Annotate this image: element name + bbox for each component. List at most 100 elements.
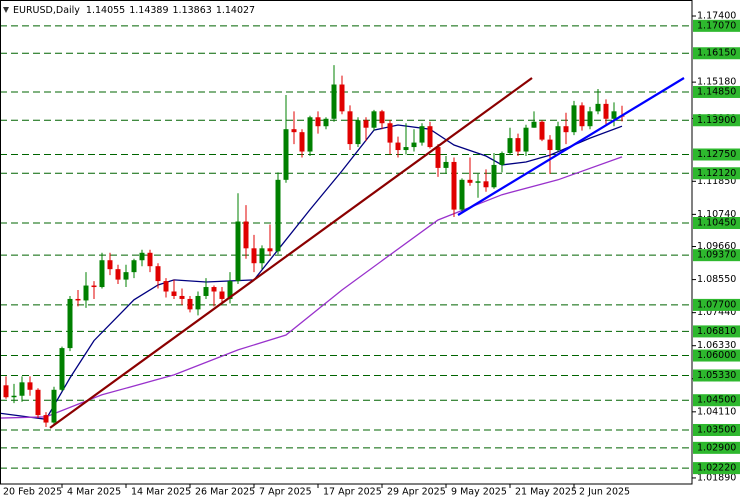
level-label: 1.09370	[697, 250, 736, 261]
level-label-box	[693, 19, 740, 32]
candle-body	[475, 181, 481, 183]
candle-body	[251, 248, 257, 264]
candle-body	[443, 161, 449, 168]
candle-body	[419, 126, 425, 143]
candle-body	[99, 260, 105, 288]
candle-body	[515, 138, 521, 152]
candle-body	[11, 395, 17, 398]
plot-area	[0, 25, 692, 469]
level-label: 1.17070	[697, 20, 736, 31]
level-label-box	[693, 423, 740, 436]
level-label: 1.13900	[697, 115, 736, 126]
level-label: 1.10450	[697, 218, 736, 229]
y-tick-label: 1.07440	[697, 307, 736, 318]
high-value: 1.14389	[129, 5, 168, 16]
candle-body	[579, 105, 585, 127]
x-tick-label: 26 Mar 2025	[195, 487, 255, 498]
candle-body	[227, 281, 233, 299]
x-tick-label: 7 Apr 2025	[259, 487, 312, 498]
candle-body	[27, 382, 33, 390]
candle-body	[555, 126, 561, 151]
x-tick-label: 20 Feb 2025	[3, 487, 62, 498]
level-label: 1.14850	[697, 86, 736, 97]
level-label-box	[693, 462, 740, 475]
candle-body	[531, 121, 537, 128]
candle-body	[43, 415, 49, 423]
candle-body	[331, 84, 337, 119]
chart-header: EURUSD,Daily 1.14055 1.14389 1.13863 1.14027	[13, 5, 255, 16]
level-label: 1.06810	[697, 326, 736, 337]
candle-body	[267, 248, 273, 252]
level-label: 1.05330	[697, 370, 736, 381]
level-label-box	[693, 114, 740, 127]
candle-body	[163, 281, 169, 292]
candle-body	[235, 221, 241, 282]
candle-body	[83, 285, 89, 301]
candle-body	[451, 161, 457, 210]
candle-body	[571, 105, 577, 133]
chart-title: EURUSD,Daily	[13, 5, 80, 16]
level-label-box	[693, 47, 740, 60]
level-label: 1.04500	[697, 395, 736, 406]
candle-body	[219, 291, 225, 299]
x-tick-label: 21 May 2025	[515, 487, 577, 498]
candle-body	[75, 298, 81, 301]
candle-body	[67, 298, 73, 349]
candle-body	[91, 285, 97, 288]
level-label-box	[693, 441, 740, 454]
candle-body	[35, 389, 41, 416]
level-label-box	[693, 394, 740, 407]
candle-body	[347, 111, 353, 145]
x-tick-label: 14 Mar 2025	[131, 487, 191, 498]
candle-body	[371, 111, 377, 128]
level-label: 1.16150	[697, 48, 736, 59]
level-label-box	[693, 349, 740, 362]
trendline	[49, 77, 533, 429]
level-label: 1.02900	[697, 442, 736, 453]
level-label: 1.07700	[697, 299, 736, 310]
candle-body	[123, 272, 129, 280]
candle-body	[403, 147, 409, 151]
level-label-box	[693, 85, 740, 98]
candle-body	[507, 138, 513, 154]
candle-body	[107, 260, 113, 270]
level-label-box	[693, 167, 740, 180]
candle-body	[411, 142, 417, 148]
level-label-box	[693, 369, 740, 382]
trendline	[457, 77, 685, 216]
level-label: 1.03500	[697, 424, 736, 435]
candle-body	[611, 111, 617, 119]
level-label-box	[693, 217, 740, 230]
candle-body	[59, 348, 65, 390]
candle-body	[459, 179, 465, 210]
y-tick-label: 1.15180	[697, 77, 736, 88]
candle-body	[323, 118, 329, 127]
candle-body	[275, 179, 281, 252]
plot-border	[0, 0, 693, 485]
candle-body	[155, 266, 161, 282]
axes: 1.174001.151801.139601.118501.107401.096…	[3, 11, 740, 498]
level-label-box	[693, 298, 740, 311]
level-label: 1.06000	[697, 350, 736, 361]
candle-body	[307, 117, 313, 152]
level-label: 1.02220	[697, 463, 736, 474]
y-tick-label: 1.17400	[697, 11, 736, 22]
low-value: 1.13863	[173, 5, 212, 16]
candle-body	[355, 120, 361, 145]
candle-body	[291, 129, 297, 133]
candle-body	[211, 287, 217, 292]
candle-body	[283, 129, 289, 180]
candle-body	[563, 126, 569, 133]
candle-body	[395, 142, 401, 151]
x-tick-label: 9 May 2025	[451, 487, 507, 498]
candle-body	[195, 295, 201, 310]
candle-body	[547, 139, 553, 151]
y-tick-label: 1.01890	[697, 472, 736, 483]
candle-body	[603, 103, 609, 119]
candle-body	[259, 248, 265, 264]
candle-body	[299, 132, 305, 152]
level-label: 1.12120	[697, 168, 736, 179]
y-tick-label: 1.10740	[697, 209, 736, 220]
level-label-box	[693, 325, 740, 338]
